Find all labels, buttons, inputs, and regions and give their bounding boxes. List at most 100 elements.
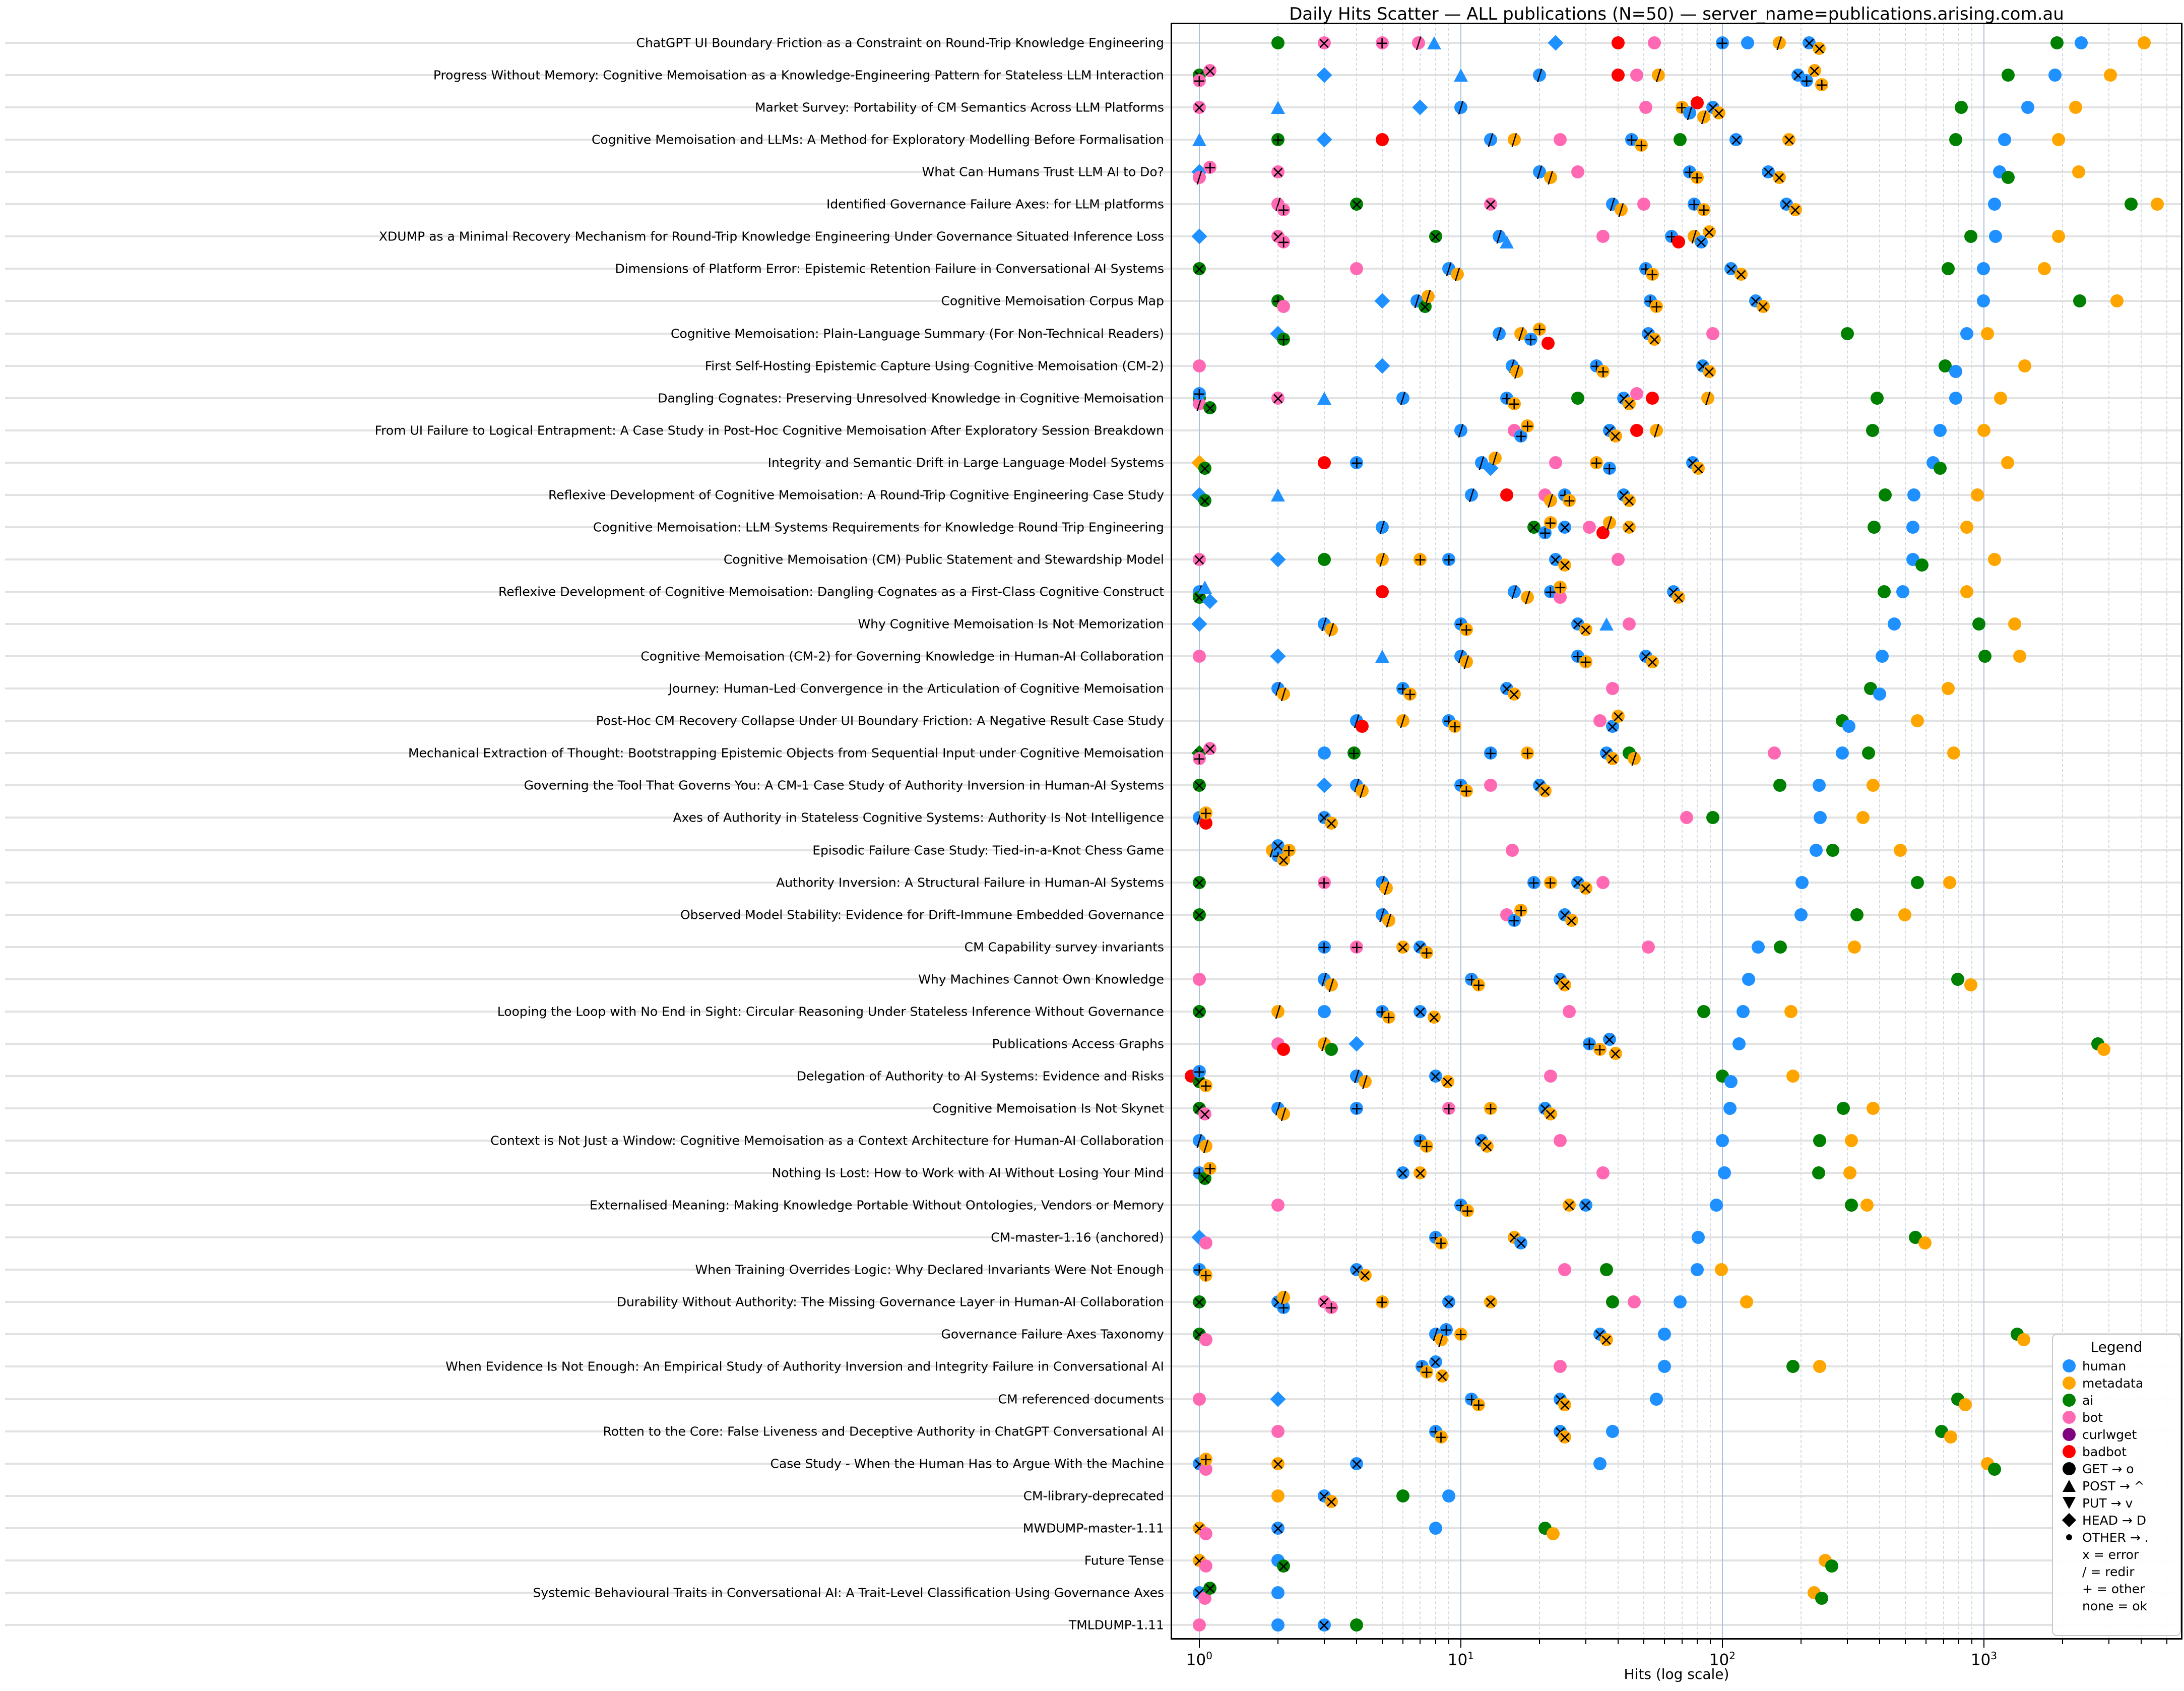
row-label: Post-Hoc CM Recovery Collapse Under UI B… xyxy=(596,713,1164,728)
row-label: Episodic Failure Case Study: Tied-in-a-K… xyxy=(812,843,1164,857)
row-label: CM referenced documents xyxy=(998,1392,1164,1407)
marker-shape xyxy=(1500,488,1514,502)
marker-shape xyxy=(1702,225,1716,239)
legend-status-entry: none = ok xyxy=(2056,1597,2177,1614)
status-other-glyph: + xyxy=(1375,1292,1389,1312)
scatter-point-metadata-GET xyxy=(1918,1236,1932,1250)
marker-shape xyxy=(1697,203,1711,217)
marker-shape xyxy=(1955,101,1968,114)
scatter-point-human-GET xyxy=(1842,719,1856,733)
scatter-point-ai-GET: + xyxy=(1347,745,1361,761)
scatter-point-human-GET xyxy=(1835,746,1849,760)
row-label: Delegation of Authority to AI Systems: E… xyxy=(796,1069,1164,1084)
scatter-point-ai-GET xyxy=(1813,1134,1827,1148)
status-other-glyph: + xyxy=(1460,1201,1474,1221)
scatter-point-bot-GET xyxy=(1544,1069,1558,1083)
marker-shape xyxy=(1422,290,1435,303)
scatter-point-ai-GET xyxy=(1396,1489,1410,1503)
marker-shape xyxy=(1602,516,1616,529)
x-tick-minor xyxy=(1801,1640,1802,1644)
scatter-point-metadata-GET: + xyxy=(1697,200,1711,220)
scatter-point-bot-GET xyxy=(1637,197,1651,211)
scatter-point-metadata-GET: / xyxy=(1276,1289,1291,1305)
row-line xyxy=(5,655,2182,658)
row-label: Cognitive Memoisation: LLM Systems Requi… xyxy=(593,520,1164,535)
status-redir-glyph: / xyxy=(1203,1137,1209,1156)
scatter-point-ai-GET xyxy=(1840,327,1854,341)
marker-shape xyxy=(1840,327,1854,340)
scatter-point-human-HEAD xyxy=(1348,1036,1365,1052)
chart-title: Daily Hits Scatter — ALL publications (N… xyxy=(1289,4,2064,24)
scatter-point-human-GET xyxy=(1691,1230,1705,1244)
scatter-point-human-POST xyxy=(1500,235,1514,249)
scatter-point-bot-GET xyxy=(1192,649,1206,663)
status-redir-glyph: / xyxy=(1687,103,1693,123)
marker-shape xyxy=(1813,1360,1827,1373)
scatter-point-metadata-GET: × xyxy=(1609,1045,1623,1061)
marker-shape xyxy=(1571,165,1584,179)
marker-shape xyxy=(1271,488,1286,502)
row-label: Market Survey: Portability of CM Semanti… xyxy=(754,100,1164,115)
gridline-minor xyxy=(1277,23,1279,1640)
scatter-point-metadata-GET: + xyxy=(1460,1201,1474,1221)
gridline-minor xyxy=(1420,23,1421,1640)
status-other-glyph: + xyxy=(1276,200,1291,220)
status-other-glyph: + xyxy=(1815,75,1829,95)
status-redir-glyph: / xyxy=(1275,1001,1281,1021)
marker-shape xyxy=(1544,171,1557,184)
marker-shape xyxy=(1856,811,1870,825)
marker-shape xyxy=(2021,101,2034,114)
gridline-minor xyxy=(1448,23,1450,1640)
legend: Legend human metadata ai bot curlwget badbot G… xyxy=(2052,1334,2181,1636)
status-other-glyph: + xyxy=(1697,200,1711,220)
scatter-point-ai-GET: × xyxy=(1203,400,1217,416)
marker-shape xyxy=(1741,36,1755,49)
status-other-glyph: + xyxy=(1507,394,1521,413)
status-error-glyph: × xyxy=(1198,490,1212,510)
marker-shape xyxy=(1316,67,1332,83)
status-redir-glyph: / xyxy=(1479,453,1485,472)
row-line xyxy=(5,849,2182,851)
status-error-glyph: × xyxy=(1442,1292,1456,1312)
scatter-point-human-GET: / xyxy=(1396,390,1410,406)
status-redir-glyph: / xyxy=(1705,388,1711,408)
status-other-glyph: + xyxy=(1690,168,1704,187)
marker-shape xyxy=(1943,875,1957,889)
marker-shape xyxy=(1599,617,1614,631)
status-other-glyph: + xyxy=(1459,781,1473,801)
row-label: What Can Humans Trust LLM AI to Do? xyxy=(922,164,1164,179)
marker-shape xyxy=(1554,1360,1567,1373)
scatter-point-bot-GET: + xyxy=(1375,35,1389,51)
marker-shape xyxy=(1558,520,1572,534)
status-other-glyph: + xyxy=(1645,265,1659,284)
x-tick-major xyxy=(1983,1640,1984,1648)
status-other-glyph: + xyxy=(1350,453,1364,472)
scatter-point-ai-GET xyxy=(1826,843,1840,857)
marker-shape xyxy=(1270,648,1286,664)
scatter-point-bot-GET xyxy=(1199,1236,1213,1250)
scatter-point-metadata-GET: + xyxy=(1815,75,1829,95)
scatter-point-human-GET: × xyxy=(1558,519,1572,535)
status-error-glyph: × xyxy=(1672,588,1686,607)
scatter-point-ai-GET xyxy=(1786,1359,1800,1373)
marker-shape xyxy=(1772,36,1786,49)
status-error-glyph: × xyxy=(1414,1163,1427,1183)
scatter-point-metadata-GET: × xyxy=(1538,783,1552,799)
status-redir-glyph: / xyxy=(1414,291,1420,311)
legend-category-human: human xyxy=(2056,1357,2177,1374)
marker-shape xyxy=(1202,593,1218,609)
marker-shape xyxy=(1375,36,1389,49)
status-error-glyph: × xyxy=(1192,872,1206,892)
status-error-glyph: × xyxy=(1622,517,1636,537)
row-line xyxy=(5,978,2182,980)
scatter-point-human-GET: + xyxy=(1524,331,1538,347)
marker-shape xyxy=(1718,1166,1731,1180)
x-tick-minor xyxy=(1958,1640,1959,1644)
scatter-point-human-POST xyxy=(1427,36,1441,50)
scatter-point-metadata-GET: + xyxy=(1459,621,1473,638)
marker-shape xyxy=(1614,203,1628,217)
scatter-point-metadata-GET: / xyxy=(1358,1074,1372,1090)
status-error-glyph: × xyxy=(1558,555,1572,575)
x-tick-minor xyxy=(1402,1640,1403,1644)
gridline-major xyxy=(1983,23,1984,1640)
